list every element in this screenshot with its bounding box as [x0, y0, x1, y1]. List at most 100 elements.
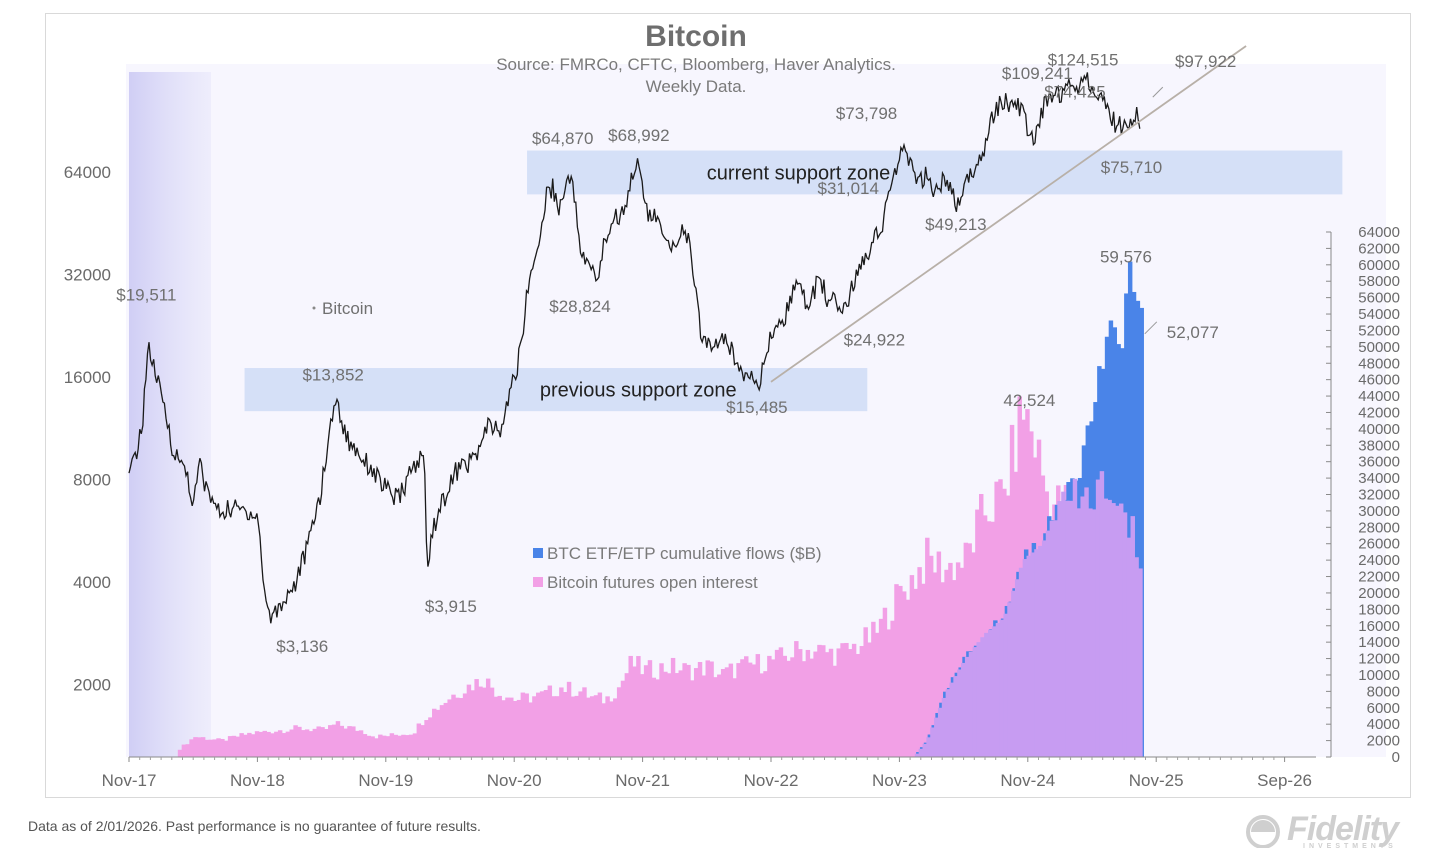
oi-bar: [917, 567, 922, 757]
overlap-bar: [1034, 549, 1039, 757]
oi-bar: [797, 649, 803, 757]
oi-bar: [239, 733, 244, 757]
price-annotation: $109,241: [1002, 64, 1073, 83]
oi-bar: [759, 673, 764, 757]
oi-bar: [952, 580, 957, 757]
overlap-bar: [1011, 590, 1016, 757]
oi-bar: [200, 737, 206, 757]
oi-bar: [821, 645, 826, 757]
right-tick-label: 54000: [1358, 306, 1400, 323]
oi-bar: [932, 572, 938, 757]
x-tick-label: Nov-17: [102, 771, 157, 790]
right-tick-label: 22000: [1358, 569, 1400, 586]
oi-bar: [559, 687, 564, 757]
oi-bar: [998, 479, 1003, 757]
overlap-bar: [1061, 491, 1066, 757]
oi-bar: [254, 731, 260, 757]
oi-bar: [824, 652, 830, 757]
overlap-bar: [1115, 505, 1120, 757]
oi-bar: [709, 661, 714, 757]
oi-bar: [405, 735, 410, 757]
legend-swatch-etf: [533, 548, 543, 558]
oi-bar: [339, 725, 345, 757]
flow-annotation: 59,576: [1100, 247, 1152, 266]
overlap-bar: [1065, 500, 1070, 757]
right-tick-label: 60000: [1358, 257, 1400, 274]
oi-bar: [747, 662, 753, 757]
oi-bar: [539, 691, 545, 757]
oi-bar: [832, 665, 838, 757]
oi-bar: [882, 607, 888, 757]
right-tick-label: 12000: [1358, 651, 1400, 668]
oi-bar: [478, 686, 483, 757]
oi-bar: [562, 691, 568, 757]
series-label-dot: [312, 306, 316, 310]
overlap-bar: [914, 753, 920, 757]
x-tick-label: Sep-26: [1257, 771, 1312, 790]
oi-bar: [524, 693, 529, 757]
overlap-bar: [1038, 545, 1043, 757]
oi-bar: [497, 695, 502, 757]
x-tick-label: Nov-22: [744, 771, 799, 790]
oi-bar: [724, 667, 730, 757]
oi-bar: [354, 730, 360, 757]
price-annotation: $64,870: [532, 129, 593, 148]
fidelity-logo-icon: [1246, 815, 1280, 848]
oi-bar: [416, 723, 422, 757]
right-tick-label: 58000: [1358, 273, 1400, 290]
overlap-bar: [1092, 509, 1097, 757]
overlap-bar: [1084, 487, 1089, 757]
flow-annotation: 52,077: [1167, 323, 1219, 342]
oi-bar: [701, 675, 707, 757]
oi-bar: [732, 678, 737, 757]
oi-bar: [863, 627, 868, 757]
oi-bar: [659, 663, 664, 757]
etf-bar: [1127, 261, 1133, 757]
oi-bar: [193, 737, 198, 757]
oi-bar: [474, 679, 479, 757]
oi-bar: [351, 726, 356, 757]
oi-bar: [794, 641, 799, 757]
oi-bar: [258, 731, 264, 757]
overlap-bar: [1014, 579, 1020, 757]
oi-bar: [320, 727, 325, 757]
trend-line: [770, 45, 1247, 383]
footnote: Data as of 2/01/2026. Past performance i…: [28, 818, 481, 834]
oi-bar: [928, 555, 934, 757]
x-tick-label: Nov-21: [615, 771, 670, 790]
overlap-bar: [1072, 478, 1078, 757]
oi-bar: [636, 656, 641, 757]
oi-bar: [378, 734, 383, 757]
oi-bar: [979, 494, 984, 757]
right-tick-label: 8000: [1367, 683, 1400, 700]
left-tick-label: 16000: [64, 368, 111, 387]
fidelity-logo-sub: INVESTMENTS: [1303, 843, 1397, 850]
price-annotation: $3,915: [425, 597, 477, 616]
overlap-bar: [995, 623, 1001, 757]
overlap-bar: [1130, 516, 1135, 757]
oi-bar: [443, 702, 449, 757]
right-tick-label: 38000: [1358, 437, 1400, 454]
overlap-bar: [1049, 520, 1055, 757]
oi-bar: [212, 739, 217, 757]
left-tick-label: 2000: [73, 676, 111, 695]
left-tick-label: 32000: [64, 266, 111, 285]
overlap-bar: [961, 662, 966, 757]
oi-bar: [736, 663, 741, 757]
oi-bar: [281, 733, 287, 757]
overlap-bar: [1122, 512, 1128, 757]
oi-bar: [385, 736, 391, 757]
oi-bar: [817, 644, 822, 757]
chart-subtitle-2: Weekly Data.: [646, 77, 747, 96]
oi-bar: [678, 670, 684, 757]
overlap-bar: [957, 669, 962, 757]
oi-bar: [955, 562, 961, 757]
oi-bar: [948, 562, 953, 757]
oi-bar: [389, 733, 395, 757]
x-tick-label: Nov-19: [358, 771, 413, 790]
x-tick-label: Nov-20: [487, 771, 542, 790]
oi-bar: [605, 696, 610, 757]
series-label-bitcoin: Bitcoin: [322, 299, 373, 318]
oi-bar: [790, 657, 795, 757]
oi-bar: [936, 551, 942, 757]
